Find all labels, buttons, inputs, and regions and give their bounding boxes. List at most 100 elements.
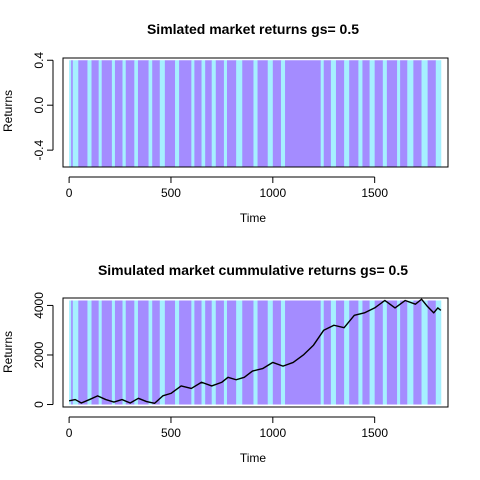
top-band-volatile: [152, 60, 161, 167]
top-band-calm: [122, 60, 127, 167]
top-band-calm: [201, 60, 206, 167]
bottom-x-tick-label: 0: [66, 426, 73, 440]
bottom-band-volatile: [226, 300, 237, 405]
top-band-volatile: [226, 60, 237, 167]
bottom-band-volatile: [152, 300, 161, 405]
bottom-band-volatile: [114, 300, 123, 405]
top-band-calm: [382, 60, 388, 167]
bottom-band-volatile: [101, 300, 113, 405]
bottom-band-calm: [280, 300, 286, 405]
top-y-tick-label: 0.0: [32, 97, 46, 114]
bottom-chart: Simulated market cummulative returns gs=…: [1, 262, 449, 465]
bottom-y-label: Returns: [1, 331, 15, 373]
bottom-band-calm: [211, 300, 217, 405]
bottom-band-calm: [267, 300, 274, 405]
top-band-calm: [435, 60, 442, 167]
bottom-band-calm: [87, 300, 92, 405]
top-band-calm: [330, 60, 337, 167]
bottom-plot-frame: [62, 297, 449, 408]
top-band-calm: [344, 60, 350, 167]
top-band-calm: [98, 60, 103, 167]
top-band-volatile: [101, 60, 113, 167]
top-band-calm: [280, 60, 286, 167]
top-band-volatile: [194, 60, 202, 167]
top-band-calm: [159, 60, 166, 167]
top-band-volatile: [242, 60, 254, 167]
top-band-volatile: [137, 60, 149, 167]
bottom-band-calm: [358, 300, 363, 405]
bottom-band-volatile: [285, 300, 322, 405]
bottom-band-calm: [175, 300, 180, 405]
top-y-label: Returns: [1, 90, 15, 132]
bottom-x-tick-label: 1000: [259, 426, 286, 440]
bottom-band-calm: [148, 300, 153, 405]
top-band-volatile: [335, 60, 345, 167]
bottom-band-volatile: [374, 300, 384, 405]
bottom-band-calm: [236, 300, 243, 405]
top-band-volatile: [205, 60, 213, 167]
top-band-volatile: [114, 60, 123, 167]
bottom-band-calm: [69, 300, 72, 405]
top-band-volatile: [323, 60, 332, 167]
bottom-x-tick-label: 500: [161, 426, 181, 440]
top-band-volatile: [179, 60, 192, 167]
bottom-chart-title: Simulated market cummulative returns gs=…: [98, 262, 408, 278]
top-band-calm: [397, 60, 401, 167]
top-band-calm: [236, 60, 243, 167]
top-y-tick-label: 0.4: [32, 52, 46, 69]
bottom-regime-bands: [69, 300, 442, 405]
bottom-band-volatile: [272, 300, 282, 405]
bottom-band-calm: [369, 300, 376, 405]
top-band-calm: [211, 60, 217, 167]
top-y-axis: -0.4 0.0 0.4: [32, 52, 54, 160]
bottom-band-volatile: [137, 300, 149, 405]
top-band-calm: [175, 60, 180, 167]
top-chart-title: Simlated market returns gs= 0.5: [147, 21, 359, 37]
bottom-x-label: Time: [240, 451, 267, 465]
bottom-band-calm: [223, 300, 228, 405]
top-band-volatile: [257, 60, 269, 167]
top-band-volatile: [215, 60, 225, 167]
top-band-calm: [407, 60, 414, 167]
top-band-volatile: [400, 60, 408, 167]
top-band-volatile: [71, 60, 74, 167]
top-plot-frame: [62, 57, 449, 168]
bottom-band-volatile: [400, 300, 408, 405]
bottom-band-calm: [407, 300, 414, 405]
bottom-band-calm: [344, 300, 350, 405]
bottom-cumulative-series: [68, 298, 442, 404]
top-x-tick-label: 1000: [259, 186, 286, 200]
bottom-band-volatile: [91, 300, 100, 405]
top-y-tick-label: -0.4: [32, 139, 46, 160]
bottom-band-volatile: [205, 300, 213, 405]
bottom-band-volatile: [194, 300, 202, 405]
bottom-band-volatile: [349, 300, 359, 405]
top-regime-bands: [69, 60, 442, 167]
top-band-calm: [148, 60, 153, 167]
bottom-band-volatile: [215, 300, 225, 405]
bottom-band-calm: [134, 300, 139, 405]
top-band-calm: [358, 60, 363, 167]
bottom-y-tick-label: 4000: [32, 292, 46, 319]
top-band-volatile: [164, 60, 176, 167]
top-band-calm: [267, 60, 274, 167]
top-band-calm: [72, 60, 79, 167]
top-band-volatile: [374, 60, 384, 167]
bottom-band-calm: [435, 300, 442, 405]
bottom-y-axis: 0 2000 4000: [32, 292, 54, 408]
top-band-calm: [223, 60, 228, 167]
top-band-calm: [253, 60, 258, 167]
bottom-y-tick-label: 0: [32, 401, 46, 408]
top-x-tick-label: 500: [161, 186, 181, 200]
bottom-band-volatile: [323, 300, 332, 405]
bottom-band-calm: [191, 300, 195, 405]
top-band-volatile: [91, 60, 100, 167]
bottom-y-tick-label: 2000: [32, 341, 46, 368]
bottom-band-volatile: [362, 300, 370, 405]
top-band-volatile: [386, 60, 398, 167]
top-band-volatile: [272, 60, 282, 167]
bottom-band-calm: [397, 300, 401, 405]
bottom-band-volatile: [386, 300, 398, 405]
bottom-band-calm: [382, 300, 388, 405]
